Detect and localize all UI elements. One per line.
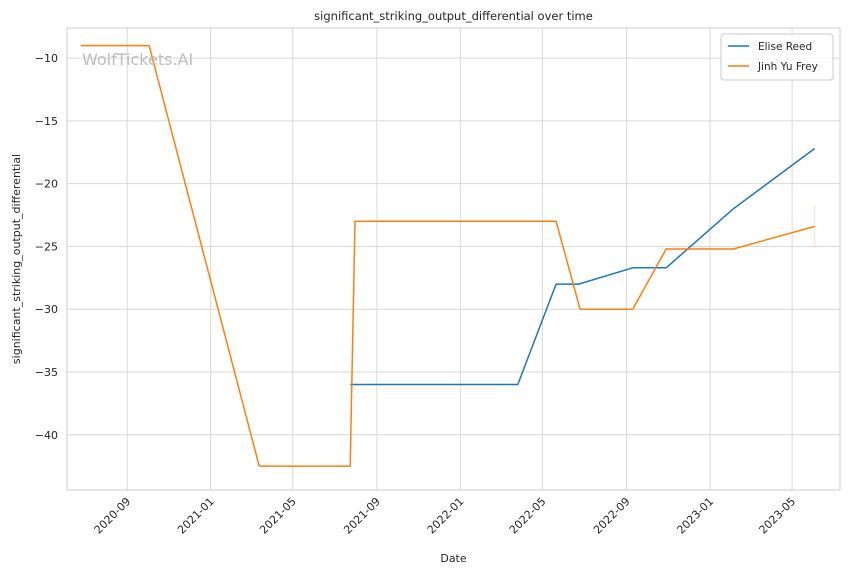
plot-frame: [66, 27, 841, 491]
x-tick-label: 2023-05: [757, 495, 799, 537]
chart-title: significant_striking_output_differential…: [314, 9, 593, 23]
y-tick-label: −20: [35, 178, 58, 191]
series-line-0: [350, 147, 816, 386]
y-axis-label: significant_striking_output_differential: [10, 154, 23, 364]
series-layer: [80, 44, 816, 467]
x-tick-label: 2021-01: [175, 495, 217, 537]
tick-labels: 2020-09 2021-01 2021-05 2021-09 2022-01 2022-…: [35, 52, 798, 536]
y-tick-label: −10: [35, 52, 58, 65]
x-axis-label: Date: [440, 552, 467, 565]
x-tick-label: 2020-09: [92, 495, 134, 537]
y-tick-label: −40: [35, 429, 58, 442]
series-line-1: [80, 44, 815, 467]
legend-entry: Jinh Yu Frey: [757, 61, 818, 73]
grid: [67, 28, 840, 490]
x-tick-label: 2022-09: [591, 495, 633, 537]
y-tick-label: −15: [35, 115, 58, 128]
legend-entry: Elise Reed: [758, 41, 812, 53]
y-tick-label: −35: [35, 366, 58, 379]
watermark: WolfTickets.AI: [82, 50, 193, 69]
x-tick-label: 2021-05: [257, 495, 299, 537]
x-tick-label: 2023-01: [674, 495, 716, 537]
x-tick-label: 2022-05: [507, 495, 549, 537]
y-tick-label: −30: [35, 303, 58, 316]
x-tick-label: 2022-01: [425, 495, 467, 537]
x-tick-label: 2021-09: [341, 495, 383, 537]
legend: Elise Reed Jinh Yu Frey: [720, 33, 834, 81]
y-tick-label: −25: [35, 240, 58, 253]
